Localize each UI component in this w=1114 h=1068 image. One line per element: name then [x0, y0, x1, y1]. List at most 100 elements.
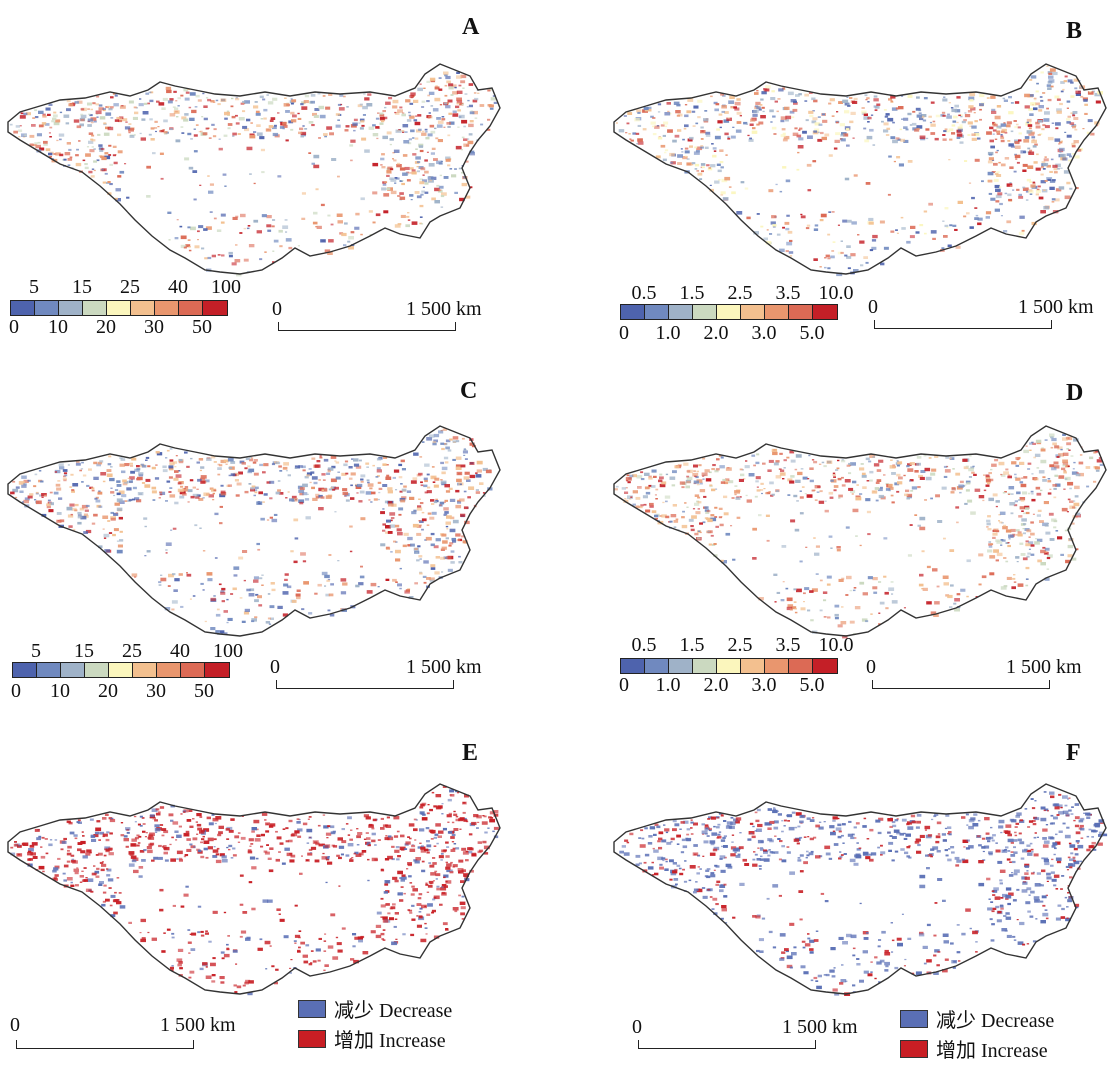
raster-cell: [69, 831, 75, 835]
raster-cell: [444, 499, 448, 502]
raster-cell: [302, 483, 308, 488]
raster-cell: [389, 907, 393, 910]
raster-cell: [53, 114, 58, 118]
raster-cell: [490, 97, 497, 101]
raster-cell: [290, 834, 295, 837]
raster-cell: [839, 123, 845, 127]
raster-cell: [840, 979, 847, 983]
raster-cell: [896, 460, 899, 462]
raster-cell: [1056, 108, 1062, 112]
raster-cell: [255, 593, 259, 596]
raster-cell: [352, 945, 356, 948]
raster-cell: [155, 812, 161, 816]
raster-cell: [1020, 857, 1025, 860]
raster-cell: [878, 494, 885, 499]
raster-cell: [461, 437, 465, 440]
raster-cell: [337, 471, 340, 473]
raster-cell: [919, 117, 924, 121]
raster-cell: [130, 465, 134, 467]
raster-cell: [861, 472, 866, 475]
raster-cell: [440, 480, 447, 485]
raster-cell: [722, 836, 726, 839]
raster-cell: [985, 475, 991, 479]
raster-cell: [424, 491, 428, 494]
raster-cell: [420, 223, 424, 225]
raster-cell: [1058, 141, 1063, 144]
raster-cell: [151, 486, 157, 490]
raster-cell: [101, 168, 107, 172]
raster-cell: [74, 871, 79, 875]
raster-cell: [862, 950, 868, 954]
raster-cell: [797, 151, 800, 154]
raster-cell: [795, 454, 802, 458]
raster-cell: [416, 507, 423, 511]
raster-cell: [773, 820, 779, 824]
raster-cell: [47, 499, 51, 502]
raster-cell: [394, 918, 398, 920]
raster-cell: [160, 574, 163, 576]
raster-cell: [337, 175, 340, 178]
raster-cell: [905, 128, 909, 131]
raster-cell: [15, 486, 20, 489]
raster-cell: [762, 110, 765, 113]
raster-cell: [1024, 93, 1030, 98]
raster-cell: [809, 590, 814, 593]
raster-cell: [461, 895, 465, 898]
raster-cell: [328, 488, 332, 491]
raster-cell: [416, 559, 420, 562]
raster-cell: [954, 109, 961, 113]
raster-cell: [911, 122, 917, 126]
raster-cell: [425, 536, 432, 541]
raster-cell: [267, 617, 271, 620]
legend-tick-label: 40: [170, 640, 190, 662]
raster-cell: [73, 868, 79, 872]
raster-cell: [284, 97, 287, 99]
raster-cell: [995, 559, 999, 562]
raster-cell: [253, 494, 256, 497]
raster-cell: [214, 822, 217, 825]
raster-cell: [268, 825, 274, 828]
raster-cell: [1027, 492, 1031, 495]
raster-cell: [793, 601, 797, 603]
raster-cell: [872, 586, 878, 590]
raster-cell: [177, 488, 184, 493]
raster-cell: [70, 513, 73, 516]
raster-cell: [249, 856, 256, 860]
raster-cell: [1009, 502, 1016, 506]
raster-cell: [452, 91, 458, 95]
raster-cell: [84, 166, 89, 170]
raster-cell: [282, 591, 289, 595]
raster-cell: [783, 135, 790, 140]
raster-cell: [203, 828, 210, 832]
raster-cell: [101, 863, 107, 867]
raster-cell: [318, 479, 321, 481]
raster-cell: [58, 497, 63, 500]
raster-cell: [835, 469, 839, 471]
raster-cell: [172, 527, 177, 530]
raster-cell: [708, 827, 712, 830]
raster-cell: [999, 521, 1003, 524]
raster-cell: [946, 115, 952, 119]
raster-cell: [869, 128, 874, 132]
raster-cell: [903, 832, 906, 835]
raster-cell: [652, 125, 655, 128]
raster-cell: [463, 506, 469, 510]
raster-cell: [71, 858, 75, 861]
raster-cell: [205, 479, 210, 483]
raster-cell: [918, 109, 922, 112]
raster-cell: [700, 146, 704, 149]
raster-cell: [69, 503, 75, 507]
raster-cell: [141, 118, 146, 121]
raster-cell: [101, 168, 104, 171]
raster-cell: [899, 128, 902, 131]
raster-cell: [974, 488, 981, 492]
raster-cell: [411, 171, 417, 175]
raster-cell: [454, 86, 457, 89]
raster-cell: [814, 128, 820, 132]
raster-cell: [252, 461, 257, 464]
raster-cell: [275, 968, 279, 971]
raster-cell: [992, 133, 995, 135]
raster-cell: [160, 177, 164, 180]
raster-cell: [335, 113, 340, 116]
raster-cell: [56, 512, 62, 515]
